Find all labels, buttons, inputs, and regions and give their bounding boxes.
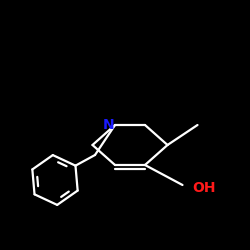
Text: N: N xyxy=(103,118,115,132)
Text: OH: OH xyxy=(192,180,216,194)
